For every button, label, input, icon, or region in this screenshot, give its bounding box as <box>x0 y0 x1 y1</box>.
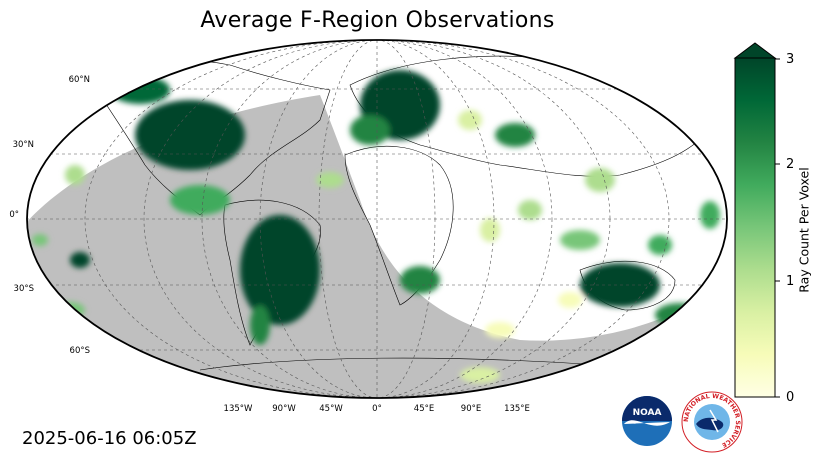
colorbar-tick-3: 3 <box>786 52 795 67</box>
colorbar-tick-1: 1 <box>786 274 795 289</box>
world-map <box>26 39 728 399</box>
colorbar-tick-2: 2 <box>786 157 795 172</box>
noaa-logo-text: NOAA <box>633 408 662 418</box>
colorbar-tick-0: 0 <box>786 390 795 405</box>
lat-label-30n: 30°N <box>12 140 34 150</box>
lon-label-135e: 135°E <box>504 404 530 414</box>
noaa-logo: NOAA <box>622 396 672 446</box>
lat-label-60n: 60°N <box>68 75 90 85</box>
lon-label-45e: 45°E <box>413 404 435 414</box>
nws-logo: NATIONAL WEATHER SERVICE <box>681 391 743 453</box>
lat-label-30s: 30°S <box>13 284 34 294</box>
lon-label-45w: 45°W <box>319 404 343 414</box>
colorbar-extend-arrow <box>733 42 777 59</box>
lon-label-90w: 90°W <box>272 404 296 414</box>
lon-label-135w: 135°W <box>223 404 253 414</box>
timestamp: 2025-06-16 06:05Z <box>22 428 197 449</box>
lat-label-60s: 60°S <box>69 346 90 356</box>
observation-density <box>32 70 720 383</box>
colorbar-label: Ray Count Per Voxel <box>796 167 812 293</box>
lon-label-90e: 90°E <box>460 404 482 414</box>
night-region <box>27 95 727 398</box>
map-title: Average F-Region Observations <box>200 8 555 33</box>
lon-label-0: 0° <box>372 404 382 414</box>
colorbar-gradient <box>734 57 776 398</box>
globe-border <box>26 39 728 399</box>
colorbar <box>733 42 780 398</box>
lat-label-equator: 0° <box>9 210 19 220</box>
